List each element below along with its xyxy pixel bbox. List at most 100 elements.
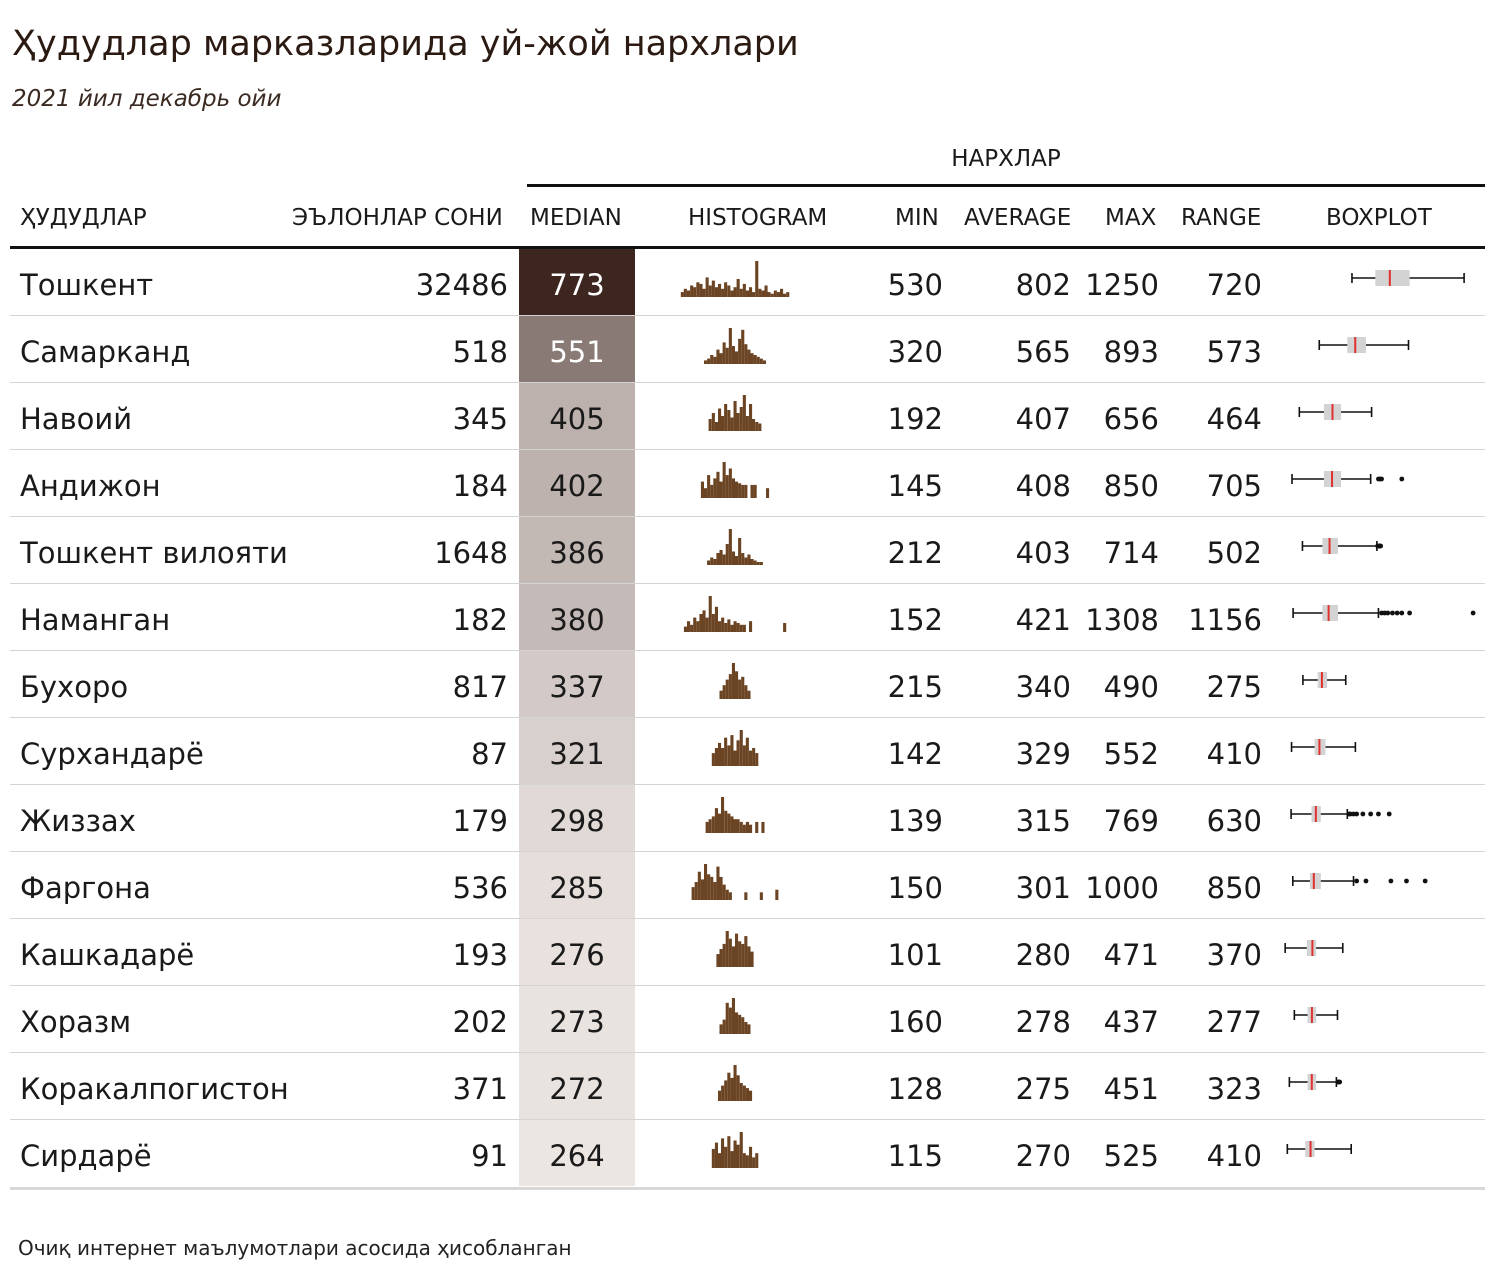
histogram-bar <box>747 554 751 565</box>
histogram-bar <box>724 810 728 833</box>
median-price: 321 <box>519 718 635 784</box>
histogram-bar <box>711 413 715 431</box>
histogram-bar <box>727 745 731 766</box>
histogram-bar <box>713 478 717 498</box>
price-boxplot <box>1284 940 1344 956</box>
histogram-bar <box>725 679 729 699</box>
histogram-bar <box>731 998 735 1034</box>
histogram-bar <box>749 404 753 431</box>
histogram-bar <box>721 288 725 297</box>
min-price: 320 <box>887 335 943 369</box>
histogram-bar <box>730 816 734 833</box>
histogram-bar <box>727 813 731 833</box>
max-price: 552 <box>1103 737 1159 771</box>
histogram-bar <box>739 624 743 632</box>
table-row: Жиззах 179 298 139 315 769 630 <box>10 785 1485 852</box>
outlier-point <box>1470 610 1476 616</box>
median-price: 272 <box>519 1053 635 1119</box>
median-price: 337 <box>519 651 635 717</box>
histogram-bar <box>747 946 751 967</box>
prices-spanner-label: НАРХЛАР <box>951 146 1061 172</box>
histogram-bar <box>700 481 704 498</box>
histogram-bar <box>739 1083 743 1101</box>
outlier-point <box>1385 610 1391 616</box>
price-boxplot <box>1290 806 1392 822</box>
min-price: 115 <box>887 1139 943 1173</box>
page-title: Ҳудудлар марказларида уй-жой нархлари <box>12 24 799 64</box>
outlier-point <box>1378 543 1384 549</box>
listing-count: 179 <box>452 804 508 838</box>
average-price: 802 <box>1015 268 1071 302</box>
region-name: Хоразм <box>20 1005 132 1039</box>
median-price: 276 <box>519 919 635 985</box>
histogram-bar <box>721 748 725 766</box>
max-price: 451 <box>1103 1072 1159 1106</box>
min-price: 530 <box>887 268 943 302</box>
histogram-bar <box>750 951 754 967</box>
histogram-bar <box>752 419 756 431</box>
histogram-bar <box>741 329 745 364</box>
histogram-bar <box>747 1024 751 1034</box>
region-name: Сурхандарё <box>20 737 204 771</box>
outlier-point <box>1388 878 1394 884</box>
histogram-bar <box>755 753 759 766</box>
histogram-bar <box>731 946 735 967</box>
price-range: 705 <box>1206 469 1262 503</box>
histogram-bar <box>696 282 700 297</box>
histogram-bar <box>728 328 732 364</box>
histogram-bar <box>749 1146 753 1168</box>
price-boxplot <box>1292 605 1476 621</box>
histogram-bar <box>727 285 731 297</box>
average-price: 270 <box>1015 1139 1071 1173</box>
min-price: 139 <box>887 804 943 838</box>
histogram-bar <box>702 610 706 632</box>
region-name: Жиззах <box>20 804 136 838</box>
histogram-bar <box>697 871 701 900</box>
histogram-bar <box>742 624 746 632</box>
histogram-bar <box>762 360 766 364</box>
histogram-bar <box>700 879 704 900</box>
histogram-bar <box>750 353 754 364</box>
min-price: 215 <box>887 670 943 704</box>
histogram-bar <box>710 876 714 900</box>
histogram-bar <box>741 484 745 498</box>
histogram-bar <box>690 624 694 632</box>
average-price: 275 <box>1015 1072 1071 1106</box>
histogram-bar <box>742 745 746 766</box>
histogram-bar <box>724 282 728 297</box>
price-range: 410 <box>1206 1139 1262 1173</box>
histogram-bar <box>693 287 697 297</box>
iqr-box <box>1347 337 1366 353</box>
min-price: 101 <box>887 938 943 972</box>
histogram-bar <box>691 887 695 900</box>
histogram-bar <box>718 408 722 431</box>
histogram-bar <box>690 285 694 297</box>
average-price: 565 <box>1015 335 1071 369</box>
table-body: Тошкент 32486 773 530 802 1250 720 Самарканд 518… <box>10 249 1485 1186</box>
histogram-bar <box>683 626 687 632</box>
price-range: 502 <box>1206 536 1262 570</box>
histogram-bar <box>728 529 732 565</box>
histogram-bar <box>741 1017 745 1034</box>
histogram-bar <box>752 748 756 766</box>
max-price: 471 <box>1103 938 1159 972</box>
price-histogram <box>704 328 766 364</box>
histogram-bar <box>722 943 726 967</box>
histogram-bar <box>733 750 737 766</box>
histogram-bar <box>727 410 731 431</box>
price-histogram <box>683 596 787 632</box>
histogram-bar <box>714 808 718 833</box>
median-price: 264 <box>519 1120 635 1186</box>
listing-count: 202 <box>452 1005 508 1039</box>
min-price: 128 <box>887 1072 943 1106</box>
histogram-bar <box>739 1132 743 1168</box>
histogram-bar <box>745 416 749 431</box>
outlier-point <box>1399 476 1405 482</box>
histogram-bar <box>713 356 717 364</box>
outlier-point <box>1337 1079 1343 1085</box>
iqr-box <box>1309 873 1321 889</box>
outlier-point <box>1354 811 1360 817</box>
histogram-bar <box>718 1153 722 1168</box>
histogram-bar <box>749 287 753 297</box>
region-name: Навоий <box>20 402 133 436</box>
